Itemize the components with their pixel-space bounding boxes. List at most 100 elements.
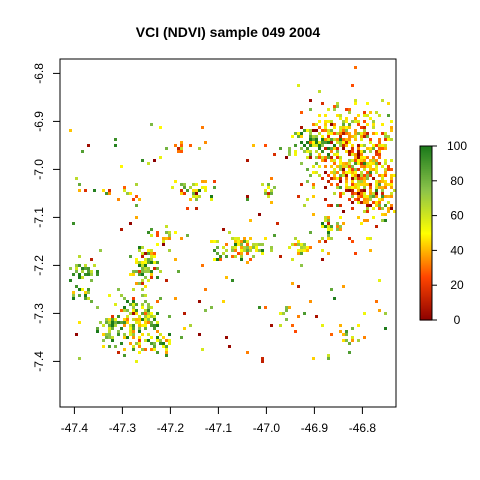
raster-pixel xyxy=(354,99,357,102)
raster-pixel xyxy=(147,249,150,252)
raster-pixel xyxy=(360,135,363,138)
raster-pixel xyxy=(198,300,201,303)
raster-pixel xyxy=(366,135,369,138)
raster-pixel xyxy=(96,330,99,333)
raster-pixel xyxy=(366,210,369,213)
raster-pixel xyxy=(309,141,312,144)
raster-pixel xyxy=(318,144,321,147)
raster-pixel xyxy=(135,183,138,186)
raster-pixel xyxy=(372,216,375,219)
raster-pixel xyxy=(381,207,384,210)
raster-pixel xyxy=(384,138,387,141)
raster-pixel xyxy=(330,171,333,174)
raster-pixel xyxy=(375,189,378,192)
raster-pixel xyxy=(174,144,177,147)
raster-pixel xyxy=(345,117,348,120)
raster-pixel xyxy=(150,315,153,318)
raster-pixel xyxy=(348,153,351,156)
raster-pixel xyxy=(324,138,327,141)
raster-pixel xyxy=(360,126,363,129)
raster-pixel xyxy=(309,156,312,159)
raster-pixel xyxy=(348,237,351,240)
raster-pixel xyxy=(198,189,201,192)
raster-pixel xyxy=(78,264,81,267)
raster-pixel xyxy=(381,180,384,183)
raster-pixel xyxy=(366,171,369,174)
raster-pixel xyxy=(237,252,240,255)
colorbar-band xyxy=(420,280,432,283)
raster-pixel xyxy=(354,156,357,159)
raster-pixel xyxy=(357,174,360,177)
raster-pixel xyxy=(366,165,369,168)
raster-pixel xyxy=(288,246,291,249)
raster-pixel xyxy=(381,123,384,126)
raster-pixel xyxy=(135,270,138,273)
raster-pixel xyxy=(180,144,183,147)
raster-pixel xyxy=(153,318,156,321)
raster-pixel xyxy=(123,309,126,312)
raster-pixel xyxy=(147,306,150,309)
raster-pixel xyxy=(351,171,354,174)
raster-pixel xyxy=(324,141,327,144)
raster-pixel xyxy=(213,180,216,183)
raster-pixel xyxy=(348,108,351,111)
raster-pixel xyxy=(231,246,234,249)
raster-pixel xyxy=(135,309,138,312)
raster-pixel xyxy=(204,309,207,312)
chart-title: VCI (NDVI) sample 049 2004 xyxy=(136,24,321,40)
raster-pixel xyxy=(342,132,345,135)
raster-pixel xyxy=(345,165,348,168)
raster-pixel xyxy=(318,240,321,243)
raster-pixel xyxy=(315,150,318,153)
raster-pixel xyxy=(378,162,381,165)
raster-pixel xyxy=(384,327,387,330)
raster-pixel xyxy=(126,315,129,318)
raster-pixel xyxy=(390,183,393,186)
raster-pixel xyxy=(153,159,156,162)
raster-pixel xyxy=(351,144,354,147)
raster-pixel xyxy=(78,183,81,186)
raster-pixel xyxy=(375,171,378,174)
raster-pixel xyxy=(330,120,333,123)
raster-pixel xyxy=(150,312,153,315)
raster-pixel xyxy=(312,195,315,198)
raster-pixel xyxy=(318,174,321,177)
raster-pixel xyxy=(108,345,111,348)
raster-pixel xyxy=(339,159,342,162)
raster-pixel xyxy=(366,147,369,150)
raster-pixel xyxy=(357,162,360,165)
raster-pixel xyxy=(72,222,75,225)
raster-pixel xyxy=(204,288,207,291)
raster-pixel xyxy=(363,186,366,189)
raster-pixel xyxy=(141,264,144,267)
raster-pixel xyxy=(345,189,348,192)
colorbar-band xyxy=(420,192,432,195)
raster-pixel xyxy=(135,282,138,285)
raster-pixel xyxy=(363,132,366,135)
raster-pixel xyxy=(84,297,87,300)
colorbar-band xyxy=(420,146,432,149)
colorbar-band xyxy=(420,266,432,269)
raster-pixel xyxy=(201,180,204,183)
raster-pixel xyxy=(306,156,309,159)
raster-pixel xyxy=(81,270,84,273)
raster-pixel xyxy=(90,270,93,273)
raster-pixel xyxy=(84,294,87,297)
raster-pixel xyxy=(363,195,366,198)
raster-pixel xyxy=(111,315,114,318)
raster-pixel xyxy=(342,192,345,195)
raster-pixel xyxy=(300,111,303,114)
raster-pixel xyxy=(246,243,249,246)
raster-pixel xyxy=(75,285,78,288)
raster-pixel xyxy=(390,195,393,198)
raster-pixel xyxy=(315,171,318,174)
raster-pixel xyxy=(213,240,216,243)
raster-pixel xyxy=(300,162,303,165)
raster-pixel xyxy=(129,222,132,225)
raster-pixel xyxy=(324,147,327,150)
raster-pixel xyxy=(336,150,339,153)
raster-pixel xyxy=(78,255,81,258)
raster-pixel xyxy=(258,249,261,252)
raster-pixel xyxy=(156,261,159,264)
raster-pixel xyxy=(78,321,81,324)
